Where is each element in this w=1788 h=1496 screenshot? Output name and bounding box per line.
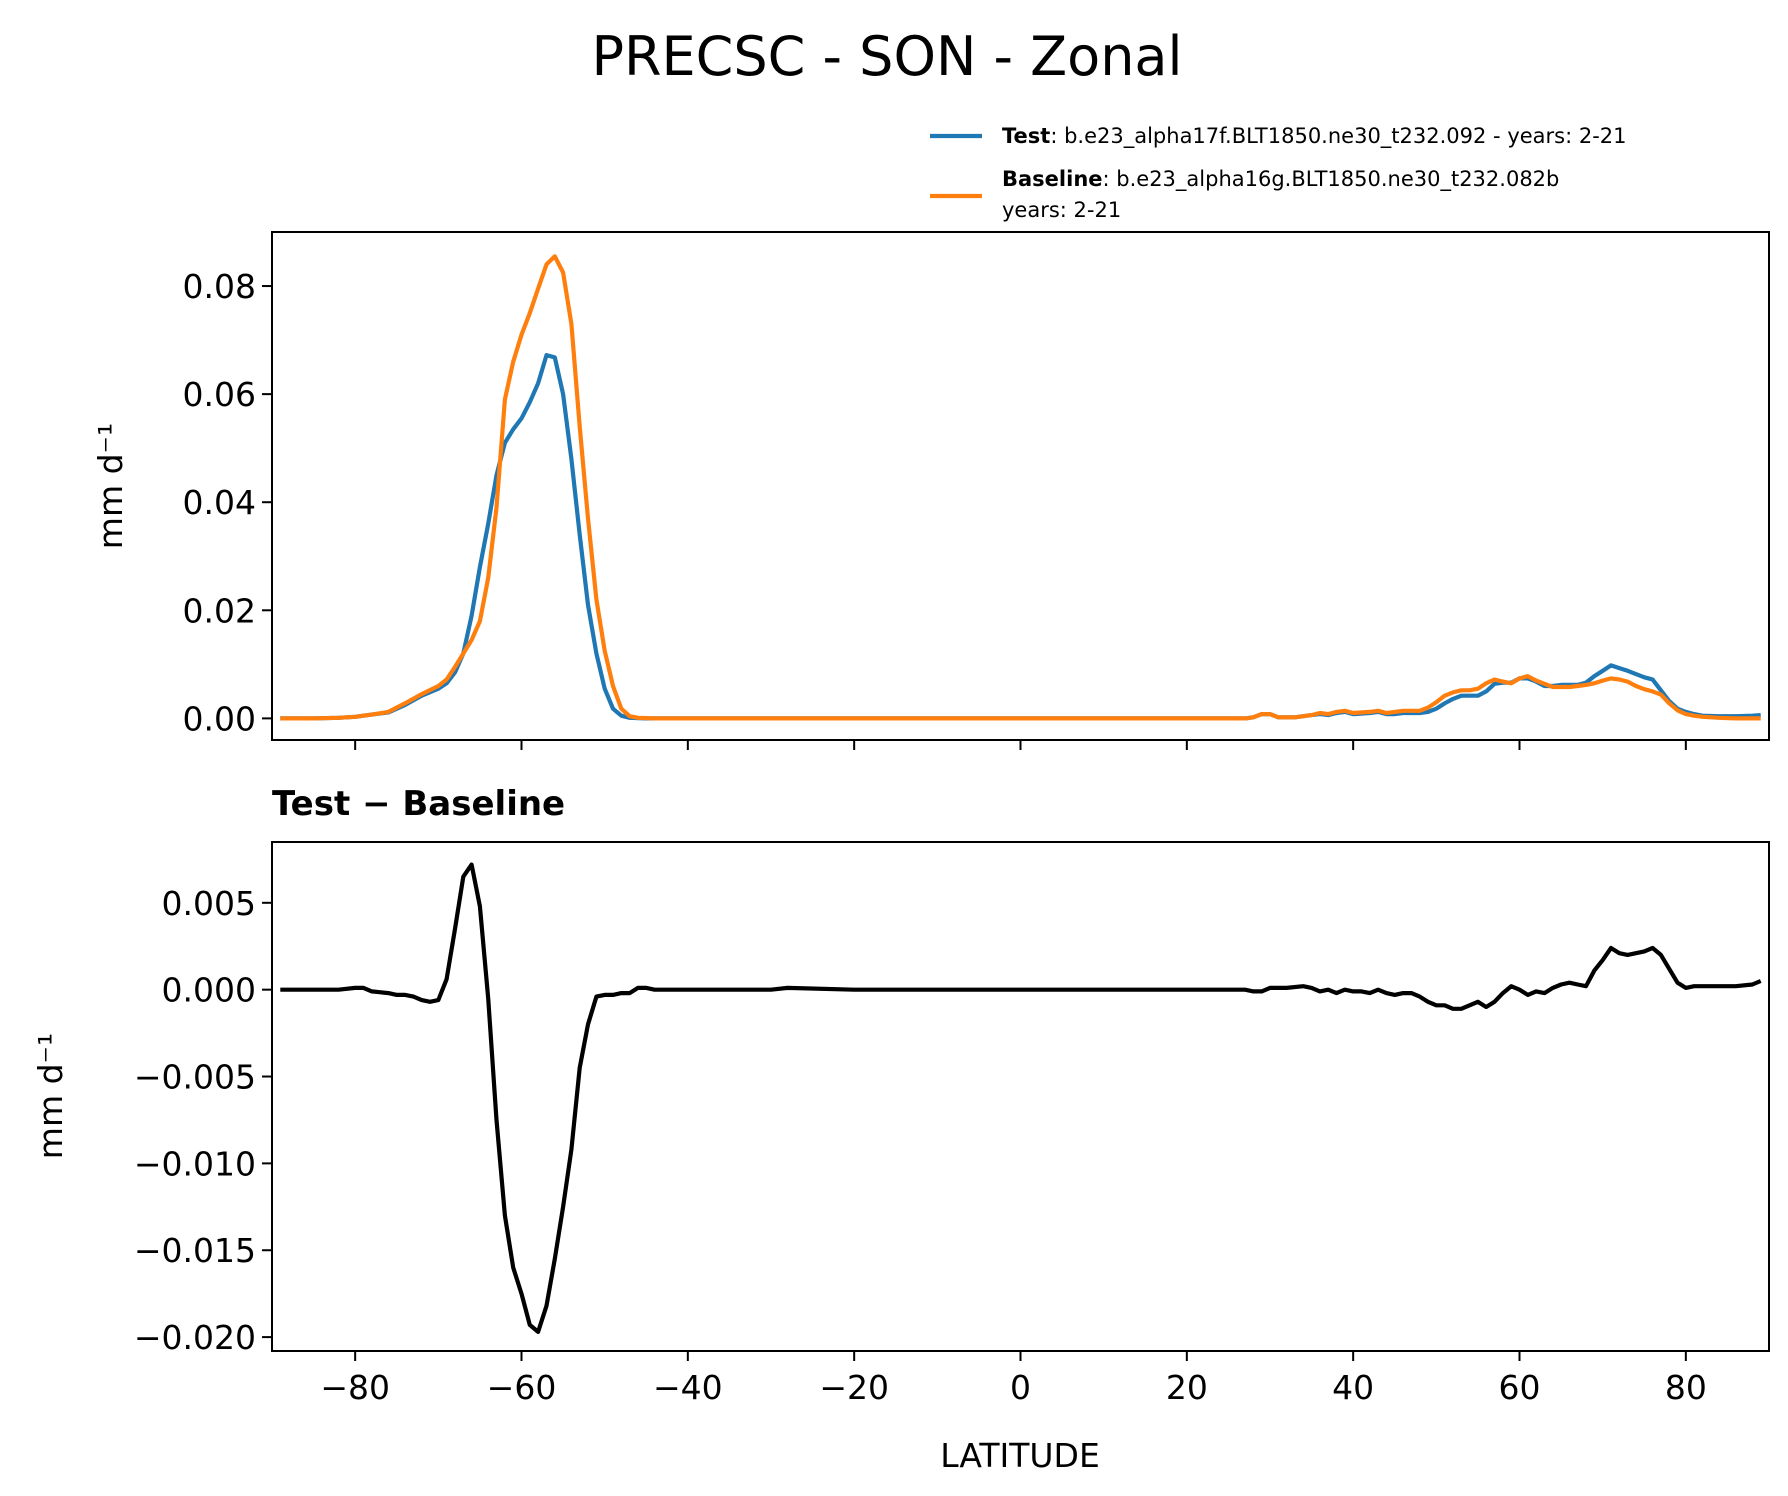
bottom-x-tick-label: 20 [1166,1368,1208,1407]
legend: Test: b.e23_alpha17f.BLT1850.ne30_t232.0… [930,124,1627,222]
difference-panel-title: Test − Baseline [272,784,565,824]
legend-label-test-bold: Test [1002,124,1050,148]
x-axis-label: LATITUDE [940,1436,1100,1475]
bottom-y-tick-label: −0.010 [134,1144,256,1183]
bottom-x-tick-label: 0 [1010,1368,1031,1407]
legend-label-baseline-text: : b.e23_alpha16g.BLT1850.ne30_t232.082b [1103,167,1560,192]
bottom-x-tick-label: 40 [1332,1368,1374,1407]
bottom-y-tick-label: −0.020 [134,1318,256,1357]
bottom-x-tick-label: −80 [320,1368,390,1407]
chart-title: PRECSC - SON - Zonal [591,25,1182,88]
bottom-x-tick-label: 80 [1665,1368,1707,1407]
top-panel: 0.00 0.02 0.04 0.06 0.08 mm d⁻¹ [91,231,1770,750]
top-y-tick-label: 0.08 [183,267,256,306]
legend-label-baseline-line2: years: 2-21 [1002,198,1121,222]
bottom-series-line-difference [280,862,1762,1334]
bottom-x-tick-label: −20 [819,1368,889,1407]
bottom-y-tick-label: 0.000 [162,971,256,1010]
bottom-x-tick-label: −40 [653,1368,723,1407]
top-y-tick-label: 0.06 [183,375,256,414]
top-plot-frame [271,231,1770,741]
legend-label-test: Test: b.e23_alpha17f.BLT1850.ne30_t232.0… [1002,124,1627,149]
bottom-y-axis: −0.020 −0.015 −0.010 −0.005 0.000 0.005 [134,884,272,1357]
legend-label-test-text: : b.e23_alpha17f.BLT1850.ne30_t232.092 -… [1050,124,1626,149]
bottom-x-tick-label: −60 [487,1368,557,1407]
legend-label-baseline: Baseline: b.e23_alpha16g.BLT1850.ne30_t2… [1002,167,1559,192]
bottom-plot-frame [271,841,1770,1352]
top-x-axis [354,740,1687,750]
top-y-axis-label: mm d⁻¹ [91,423,130,549]
top-y-tick-label: 0.02 [183,591,256,630]
bottom-x-tick-label: 60 [1499,1368,1541,1407]
bottom-y-axis-label: mm d⁻¹ [31,1033,70,1159]
bottom-x-axis: −80 −60 −40 −20 0 20 40 60 80 [320,1351,1707,1407]
bottom-y-tick-label: 0.005 [162,884,256,923]
bottom-series-group [280,862,1762,1334]
top-y-tick-label: 0.04 [183,483,256,522]
top-series-line-baseline [280,254,1761,721]
top-series-group [280,254,1761,721]
bottom-y-tick-label: −0.005 [134,1058,256,1097]
bottom-panel: −0.020 −0.015 −0.010 −0.005 0.000 0.005 −80 −6… [31,841,1770,1475]
legend-label-baseline-bold: Baseline [1002,167,1103,191]
bottom-y-tick-label: −0.015 [134,1231,256,1270]
top-y-tick-label: 0.00 [183,699,256,738]
top-y-axis: 0.00 0.02 0.04 0.06 0.08 [183,267,272,738]
